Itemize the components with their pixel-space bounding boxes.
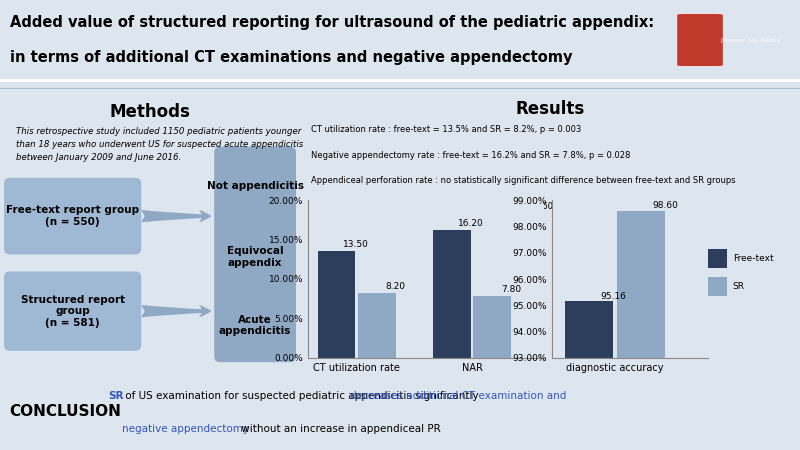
Text: of US examination for suspected pediatric appendicitis significantly: of US examination for suspected pediatri… [122, 392, 482, 401]
Text: Equivocal
appendix: Equivocal appendix [227, 247, 283, 268]
Bar [565, 301, 614, 450]
Text: Structured report
group
(n = 581): Structured report group (n = 581) [21, 295, 125, 328]
Bar [617, 211, 666, 450]
Text: negative appendectomy: negative appendectomy [122, 423, 250, 434]
Text: Not appendicitis: Not appendicitis [206, 181, 304, 191]
FancyBboxPatch shape [214, 147, 296, 362]
Text: Acute
appendicitis: Acute appendicitis [219, 315, 291, 336]
Text: CT utilization rate : free-text = 13.5% and SR = 8.2%, p = 0.003: CT utilization rate : free-text = 13.5% … [311, 126, 582, 135]
Text: Diagnostic accuracy : free-text = 95.16% and SR = 98.60%, p = 0.001: Diagnostic accuracy : free-text = 95.16%… [311, 202, 608, 211]
Text: Appendiceal perforation rate : no statistically significant difference between f: Appendiceal perforation rate : no statis… [311, 176, 736, 185]
Text: 13.50: 13.50 [342, 240, 369, 249]
Text: without an increase in appendiceal PR: without an increase in appendiceal PR [238, 423, 441, 434]
Text: decreases additional CT examination and: decreases additional CT examination and [350, 392, 566, 401]
Text: This retrospective study included 1150 pediatric patients younger
than 18 years : This retrospective study included 1150 p… [16, 127, 303, 162]
Text: 16.20: 16.20 [458, 219, 483, 228]
Bar [318, 252, 355, 358]
Text: CONCLUSION: CONCLUSION [10, 404, 122, 419]
Text: J Korean Soc Radiol: J Korean Soc Radiol [720, 37, 781, 43]
Bar [708, 249, 727, 268]
FancyBboxPatch shape [677, 14, 723, 67]
FancyBboxPatch shape [4, 178, 142, 254]
Text: Methods: Methods [110, 103, 190, 121]
Bar [433, 230, 470, 358]
Text: 7.80: 7.80 [501, 285, 521, 294]
Bar [474, 297, 511, 358]
Bar [708, 277, 727, 296]
Text: SR: SR [733, 282, 745, 291]
FancyBboxPatch shape [4, 271, 142, 351]
Text: Added value of structured reporting for ultrasound of the pediatric appendix:: Added value of structured reporting for … [10, 15, 654, 30]
Text: 95.16: 95.16 [600, 292, 626, 301]
Text: in terms of additional CT examinations and negative appendectomy: in terms of additional CT examinations a… [10, 50, 572, 65]
Text: Negative appendectomy rate : free-text = 16.2% and SR = 7.8%, p = 0.028: Negative appendectomy rate : free-text =… [311, 151, 630, 160]
Text: Results: Results [515, 100, 585, 118]
Text: 8.20: 8.20 [386, 282, 406, 291]
Bar [358, 293, 396, 358]
Text: Free-text report group
(n = 550): Free-text report group (n = 550) [6, 205, 139, 227]
Text: 98.60: 98.60 [652, 201, 678, 210]
Text: SR: SR [108, 392, 123, 401]
Text: Free-text: Free-text [733, 254, 774, 263]
